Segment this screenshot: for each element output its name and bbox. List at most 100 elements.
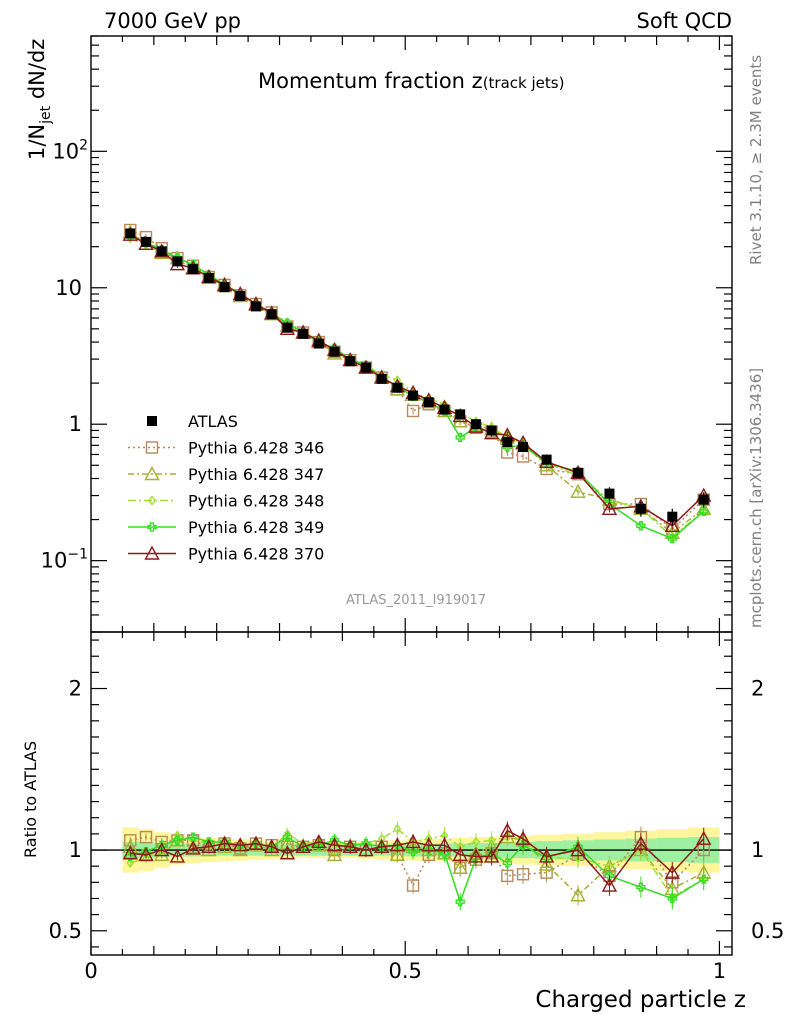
ratio-point (282, 832, 293, 842)
ratio-line (130, 828, 705, 898)
ratio-point (279, 845, 296, 860)
ylabel-lead: 1/N (25, 124, 49, 160)
ratio-point (452, 846, 468, 862)
side-text-bottom: mcplots.cern.ch [arXiv:1306.3436] (747, 368, 765, 628)
series-atlas (125, 228, 709, 526)
data-point (604, 488, 615, 499)
ratio-point (667, 893, 677, 904)
data-point (172, 256, 183, 267)
data-point (423, 397, 434, 408)
data-point (156, 246, 167, 257)
legend-entry: Pythia 6.428 348 (128, 492, 324, 511)
ratio-point (263, 838, 280, 853)
ratio-point (502, 858, 512, 868)
data-point (408, 390, 419, 401)
data-point (360, 362, 371, 373)
ratio-point (188, 832, 198, 842)
legend: ATLAS Pythia 6.428 346 Pythia 6.428 347 Pyt… (128, 412, 324, 564)
ratio-point (699, 874, 709, 884)
ratio-point (573, 842, 583, 852)
data-point (313, 338, 324, 349)
ratio-point (574, 853, 582, 864)
ratio-point (486, 848, 497, 858)
ratio-ylabel: Ratio to ATLAS (21, 741, 40, 858)
ratio-point (125, 851, 135, 862)
plot-title-sub: (track jets) (483, 74, 565, 92)
plot-title-main: Momentum fraction z (258, 69, 483, 93)
ratio-point (248, 835, 264, 850)
ratio-point (570, 842, 586, 857)
ratio-point (126, 857, 135, 869)
data-point (282, 322, 293, 333)
ratio-point (424, 845, 434, 855)
ylabel-tail: dN/dz (25, 39, 49, 106)
ratio-point (326, 837, 343, 852)
ratio-y-tick-label-right: 0.5 (751, 919, 784, 943)
ratio-point (468, 848, 484, 863)
side-text-top: Rivet 3.1.10, ≥ 2.3M events (747, 55, 765, 265)
y-tick-label: 10 (55, 276, 82, 300)
ratio-y-tick-label: 0.5 (49, 919, 82, 943)
data-point (188, 264, 199, 275)
main-ylabel: 1/Njet dN/dz (25, 39, 54, 160)
legend-label: Pythia 6.428 348 (188, 492, 324, 511)
y-tick-label: 10−1 (41, 547, 88, 573)
series-1 (124, 223, 710, 536)
data-point (699, 506, 709, 516)
ratio-point (499, 822, 516, 837)
data-point (486, 425, 497, 436)
ratio-point (483, 848, 500, 863)
data-point (664, 517, 680, 533)
legend-marker (147, 522, 157, 532)
data-point (635, 503, 646, 514)
ratio-point (373, 838, 390, 853)
ratio-point (515, 830, 531, 845)
ratio-point (696, 830, 712, 845)
ratio-point (436, 837, 453, 852)
legend-marker (144, 545, 160, 560)
data-point (439, 404, 450, 415)
data-point (392, 382, 403, 393)
ratio-point (389, 846, 406, 862)
y-tick-label: 102 (52, 137, 88, 163)
data-point (266, 309, 277, 320)
data-point (518, 442, 529, 453)
ratio-y-tick-label-right: 2 (751, 677, 764, 701)
legend-entry: Pythia 6.428 346 (128, 439, 324, 458)
data-point (698, 494, 709, 505)
ratio-point (216, 835, 233, 850)
ratio-point (516, 868, 530, 881)
header-left: 7000 GeV pp (104, 9, 241, 33)
ratio-y-tick-label-right: 1 (751, 838, 764, 862)
ratio-point (342, 838, 358, 853)
x-tick-label: 1 (713, 959, 726, 983)
data-point (250, 301, 261, 312)
legend-entry: Pythia 6.428 349 (128, 518, 324, 537)
legend-label: Pythia 6.428 347 (188, 465, 324, 484)
ratio-point (169, 848, 186, 863)
ratio-point (201, 842, 217, 857)
data-point (470, 419, 481, 430)
ratio-point (406, 879, 420, 892)
ratio-point (472, 836, 480, 848)
plot-title: Momentum fraction z(track jets) (258, 69, 564, 93)
y-tick-label: 1 (69, 412, 82, 436)
ratio-plot: 0.5 0.51 12 20 0.5 1 (49, 632, 784, 983)
ratio-point (538, 848, 555, 863)
x-tick-label: 0 (84, 959, 97, 983)
ratio-y-tick-label: 2 (69, 677, 82, 701)
ratio-point (570, 887, 586, 902)
data-point (573, 467, 584, 478)
legend-label: Pythia 6.428 346 (188, 439, 324, 458)
ratio-point (358, 842, 374, 857)
legend-entry: Pythia 6.428 370 (128, 545, 324, 564)
svg-text:1/Njet dN/dz: 1/Njet dN/dz (25, 39, 54, 160)
ratio-point (421, 837, 437, 852)
data-point (298, 328, 309, 339)
legend-marker (144, 466, 160, 481)
ratio-point (232, 837, 248, 852)
ratio-point (452, 859, 468, 874)
header-right: Soft QCD (637, 9, 732, 33)
ratio-frame (90, 631, 733, 956)
data-point (601, 500, 618, 515)
